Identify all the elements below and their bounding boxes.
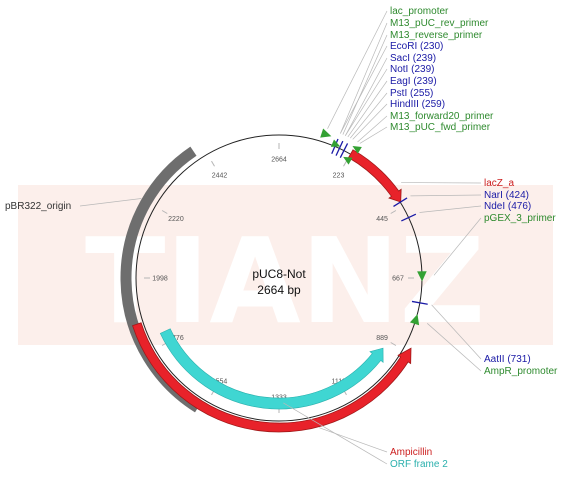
label-leader-lines xyxy=(79,10,482,465)
leader-line xyxy=(347,80,388,138)
leader-line xyxy=(345,57,388,136)
label-orf-frame-2: ORF frame 2 xyxy=(390,459,448,470)
tick-label: 223 xyxy=(333,172,345,179)
tick-label: 2220 xyxy=(168,216,184,223)
leader-line xyxy=(359,126,388,144)
label-eagi: EagI (239) xyxy=(390,76,437,87)
label-m13-puc-rev-primer: M13_pUC_rev_primer xyxy=(390,18,489,29)
label-ecori: EcoRI (230) xyxy=(390,41,443,52)
label-m13-forward20-primer: M13_forward20_primer xyxy=(390,111,494,122)
site-mark-psti xyxy=(339,143,349,159)
primer-m13-forward20 xyxy=(343,156,353,165)
leader-line xyxy=(433,217,482,276)
plasmid-name: pUC8-Not xyxy=(252,267,306,281)
tick-label: 1776 xyxy=(168,335,184,342)
leader-line xyxy=(419,205,482,213)
label-m13-reverse-primer: M13_reverse_primer xyxy=(390,30,483,41)
tick-label: 2442 xyxy=(212,172,228,179)
tick-mark xyxy=(390,210,397,214)
primer-arrows xyxy=(320,128,427,326)
tick-mark xyxy=(211,160,215,167)
primer-m13-puc-rev xyxy=(330,139,341,147)
tick-label: 445 xyxy=(376,216,388,223)
tick-label: 889 xyxy=(376,335,388,342)
leader-line xyxy=(340,45,388,134)
label-aatii: AatII (731) xyxy=(484,354,531,365)
watermark-background xyxy=(18,185,553,345)
tick-mark xyxy=(161,210,168,214)
site-mark-saci xyxy=(335,140,344,156)
leader-line xyxy=(345,68,388,136)
label-lacz-a: lacZ_a xyxy=(484,178,514,189)
site-mark-aatii xyxy=(411,300,428,305)
restriction-sites xyxy=(331,138,428,305)
label-lac-promoter: lac_promoter xyxy=(390,6,449,17)
tick-label: 667 xyxy=(392,276,404,283)
tick-label: 1998 xyxy=(152,276,168,283)
label-nari: NarI (424) xyxy=(484,190,529,201)
primer-ampr-promoter xyxy=(409,314,420,326)
label-hindiii: HindIII (259) xyxy=(390,99,445,110)
primer-m13-puc-fwd xyxy=(352,145,362,154)
leader-line xyxy=(79,198,142,207)
label-noti: NotI (239) xyxy=(390,64,434,75)
orf-frame-2-arc xyxy=(159,328,384,410)
tick-label: 2664 xyxy=(271,157,287,164)
label-pbr322-origin: pBR322_origin xyxy=(5,201,71,212)
leader-line xyxy=(342,34,388,135)
leader-line xyxy=(350,92,388,139)
site-mark-nari xyxy=(393,197,408,208)
tick-mark xyxy=(390,342,397,346)
primer-pgex-3 xyxy=(417,271,427,282)
label-ampr-promoter: AmpR_promoter xyxy=(484,366,558,377)
tick-mark xyxy=(343,160,347,167)
leader-line xyxy=(410,194,482,197)
label-ndei: NdeI (476) xyxy=(484,201,531,212)
watermark-text: TIANZ xyxy=(85,212,485,350)
primer-lac-promoter xyxy=(320,128,332,138)
site-mark-ndei xyxy=(401,213,417,222)
leader-line xyxy=(340,22,388,134)
leader-line xyxy=(283,402,388,465)
leader-line xyxy=(357,115,388,143)
leader-line xyxy=(327,10,388,129)
label-ampicillin: Ampicillin xyxy=(390,447,432,458)
leader-line xyxy=(352,103,388,140)
label-saci: SacI (239) xyxy=(390,53,436,64)
label-pgex-3-primer: pGEX_3_primer xyxy=(484,213,556,224)
label-m13-puc-fwd-primer: M13_pUC_fwd_primer xyxy=(390,122,491,133)
ampicillin-arc xyxy=(132,322,412,433)
label-psti: PstI (255) xyxy=(390,88,433,99)
leader-line xyxy=(318,427,388,453)
leader-line xyxy=(426,323,482,372)
plasmid-size: 2664 bp xyxy=(257,283,301,297)
leader-line xyxy=(431,304,482,360)
